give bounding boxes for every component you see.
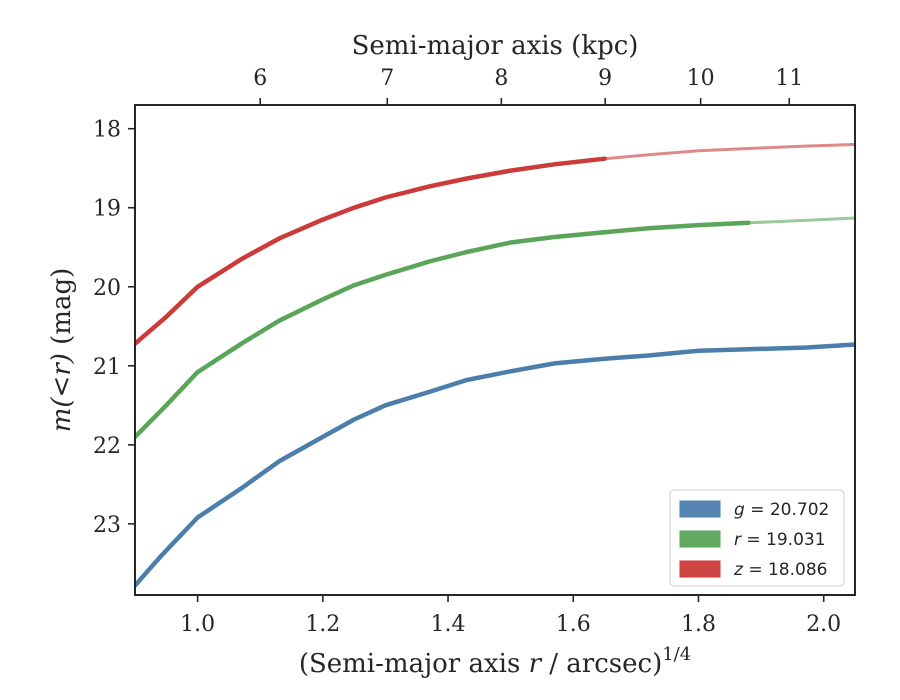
x-tick-label: 1.8 <box>681 612 716 637</box>
legend-label-g: g = 20.702 <box>734 500 829 520</box>
legend-swatch-r <box>679 530 721 548</box>
x-axis-title-sup: 1/4 <box>662 644 691 665</box>
top-tick-label: 8 <box>494 66 508 91</box>
top-axis-title: Semi-major axis (kpc) <box>352 31 639 61</box>
x-axis-title-prefix: (Semi-major axis <box>299 649 520 679</box>
legend-label-r: r = 19.031 <box>734 530 826 550</box>
y-tick-label: 20 <box>93 276 121 301</box>
top-tick-label: 11 <box>775 66 803 91</box>
series-line-r-extended <box>135 216 855 438</box>
legend-label-z: z = 18.086 <box>733 560 827 580</box>
y-axis-title-func: m(<r) <box>47 353 77 432</box>
top-tick-label: 10 <box>687 66 715 91</box>
x-tick-label: 1.6 <box>556 612 591 637</box>
x-tick-label: 1.4 <box>431 612 466 637</box>
legend-swatch-z <box>679 560 721 578</box>
top-tick-label: 7 <box>380 66 394 91</box>
y-axis-title: m(<r) (mag) <box>47 268 77 433</box>
x-axis-title-var: r <box>529 649 543 679</box>
y-tick-label: 22 <box>93 434 121 459</box>
series-line-g <box>135 342 855 588</box>
series-line-r <box>135 220 751 440</box>
series-line-z <box>135 156 607 346</box>
legend: g = 20.702 r = 19.031 z = 18.086 <box>669 489 845 587</box>
series-layer <box>135 143 855 588</box>
top-tick-label: 6 <box>253 66 267 91</box>
y-tick-label: 19 <box>93 197 121 222</box>
tick-layer: 1.0 1.2 1.4 1.6 1.8 2.0 18 19 20 21 22 23 6 7 8 9 10 11 <box>93 66 841 637</box>
x-tick-label: 2.0 <box>806 612 841 637</box>
plot-frame <box>134 104 856 596</box>
top-tick-label: 9 <box>598 66 612 91</box>
x-axis-title-unit: / arcsec) <box>549 649 662 679</box>
legend-swatch-g <box>679 500 721 518</box>
y-tick-label: 18 <box>93 118 121 143</box>
x-axis-title: (Semi-major axis r / arcsec)1/4 <box>299 644 691 679</box>
x-tick-label: 1.0 <box>180 612 215 637</box>
y-tick-label: 21 <box>93 355 121 380</box>
x-tick-label: 1.2 <box>305 612 340 637</box>
y-axis-title-unit: (mag) <box>47 268 77 345</box>
y-tick-label: 23 <box>93 513 121 538</box>
